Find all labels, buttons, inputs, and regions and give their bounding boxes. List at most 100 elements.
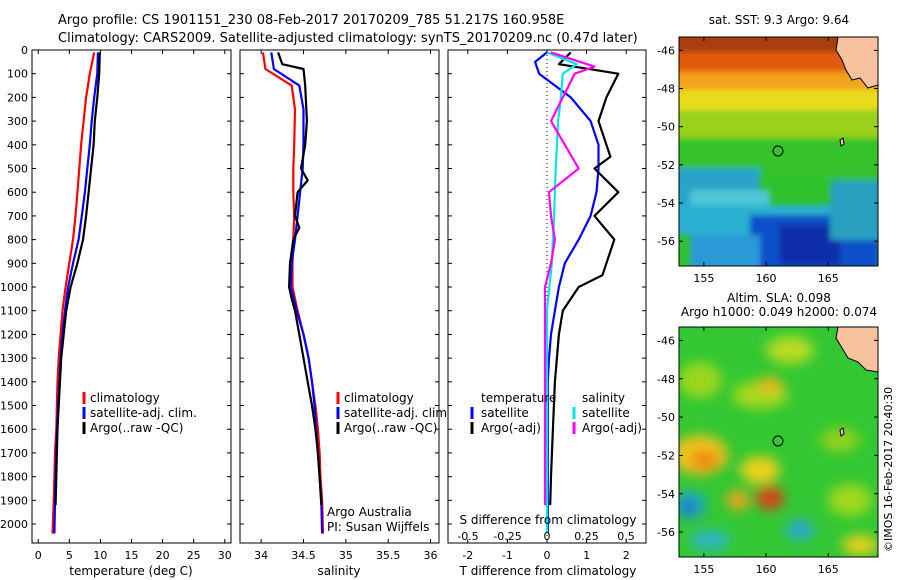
series-line-argo-adj- [549,51,620,506]
lat-tick-label: -56 [657,235,675,248]
legend-label-sal-satellite: satellite [582,406,630,420]
temperature-axes-frame [31,49,232,544]
depth-tick-label: 1600 [0,423,28,436]
depth-tick-label: 1700 [0,447,28,460]
difference-lines [533,51,620,534]
s-diff-tick-label: 0.25 [574,530,599,543]
lon-tick-label: 155 [693,563,714,576]
legend-heading-temperature: temperature [481,391,556,405]
legend-label-satellite: satellite-adj. clim. [344,406,451,420]
salinity-legend: climatology satellite-adj. clim. Argo(..… [336,391,451,435]
depth-tick-label: 300 [7,115,28,128]
salinity-difference-ticks: -0.5 -0.25 0 0.25 0.5 [457,530,635,543]
figure-title-line1: Argo profile: CS 1901151_230 08-Feb-2017… [58,13,564,28]
depth-tick-label: 1900 [0,494,28,507]
depth-tick-label: 1400 [0,376,28,389]
sla-map: Altim. SLA: 0.098 Argo h1000: 0.049 h200… [657,291,879,576]
x-tick-label: 35.5 [376,549,401,562]
difference-ticks: -2 -1 0 1 2 [448,49,646,562]
lat-tick-label: -56 [657,526,675,539]
lon-tick-label: 160 [756,272,777,285]
depth-tick-label: 1500 [0,400,28,413]
legend-label-climatology: climatology [90,391,160,405]
series-line-argo-raw-qc- [277,52,323,506]
salinity-axes-frame [239,49,440,544]
temperature-legend: climatology satellite-adj. clim. Argo(..… [82,391,197,435]
depth-axis: 0 100 200 300 400 500 600 700 800 900 1000 1100 1200… [0,44,28,531]
depth-tick-label: 1200 [0,328,28,341]
series-line-argo-adj- [543,51,596,506]
depth-tick-label: 500 [7,163,28,176]
s-diff-tick-label: 0.5 [617,530,635,543]
legend-label-satellite: satellite-adj. clim. [90,406,197,420]
credit-operator: Argo Australia [327,505,412,519]
x-tick-label: 36 [424,549,438,562]
s-diff-tick-label: 0 [544,530,551,543]
temperature-lines [51,52,101,534]
lon-tick-label: 155 [693,272,714,285]
lat-tick-label: -46 [657,334,675,347]
difference-legend: temperature satellite Argo(-adj) salinit… [470,391,642,435]
lat-tick-label: -52 [657,449,675,462]
sla-map-subtitle: Argo h1000: 0.049 h2000: 0.074 [681,305,877,319]
x-tick-label: 34 [254,549,268,562]
lat-tick-label: -48 [657,373,675,386]
depth-tick-label: 200 [7,91,28,104]
legend-label-climatology: climatology [344,391,414,405]
land-small-island [839,137,845,147]
depth-tick-label: 100 [7,68,28,81]
salinity-lines [261,52,325,534]
argo-location-marker [772,145,784,157]
depth-tick-label: 700 [7,210,28,223]
s-diff-tick-label: -0.25 [493,530,521,543]
lat-tick-label: -48 [657,83,675,96]
depth-tick-label: 800 [7,234,28,247]
x-tick-label: 35 [339,549,353,562]
sla-map-title: Altim. SLA: 0.098 [727,291,831,305]
depth-tick-label: 2000 [0,518,28,531]
imos-timestamp: ©IMOS 16-Feb-2017 20:40:30 [882,387,895,552]
sla-map-frame [678,326,879,558]
legend-label-argo: Argo(..raw -QC) [344,421,437,435]
figure-title-line2: Climatology: CARS2009. Satellite-adjuste… [58,31,638,46]
x-tick-label: 1 [583,549,590,562]
x-tick-label: 5 [66,549,73,562]
sst-map: sat. SST: 9.3 Argo: 9.64 [657,13,879,285]
land-new-zealand [835,327,878,373]
sla-map-ticks: 155 160 165 -46 -48 -50 -52 -54 -56 [657,327,878,576]
temperature-xlabel: temperature (deg C) [69,564,192,578]
series-line-climatology [261,52,325,534]
x-tick-label: 25 [187,549,201,562]
legend-label-sal-argo: Argo(-adj) [582,421,642,435]
credit-pi: PI: Susan Wijffels [327,520,429,534]
argo-location-marker [772,435,784,447]
x-tick-label: 30 [218,549,232,562]
depth-tick-label: 400 [7,139,28,152]
sst-map-frame [678,36,879,267]
x-tick-label: 10 [93,549,107,562]
series-line-satellite [545,51,578,534]
sst-map-ticks: 155 160 165 -46 -48 -50 -52 -54 -56 [657,37,878,285]
sst-field [679,37,878,266]
depth-tick-label: 1100 [0,305,28,318]
land-small-island [839,427,845,437]
x-tick-label: 2 [623,549,630,562]
x-tick-label: 20 [156,549,170,562]
land-new-zealand [835,37,878,89]
lat-tick-label: -54 [657,197,675,210]
legend-label-argo: Argo(-adj) [481,421,541,435]
lat-tick-label: -52 [657,159,675,172]
lon-tick-label: 165 [818,563,839,576]
x-tick-label: -1 [502,549,513,562]
x-tick-label: 34.5 [291,549,316,562]
salinity-panel: 34 34.5 35 35.5 36 salinity climatology sate… [239,49,451,578]
x-tick-label: 15 [125,549,139,562]
salinity-ticks: 34 34.5 35 35.5 36 [240,49,439,562]
depth-tick-label: 1300 [0,352,28,365]
lat-tick-label: -50 [657,411,675,424]
depth-tick-label: 900 [7,257,28,270]
legend-label-argo: Argo(..raw -QC) [90,421,183,435]
sla-field [679,327,878,557]
